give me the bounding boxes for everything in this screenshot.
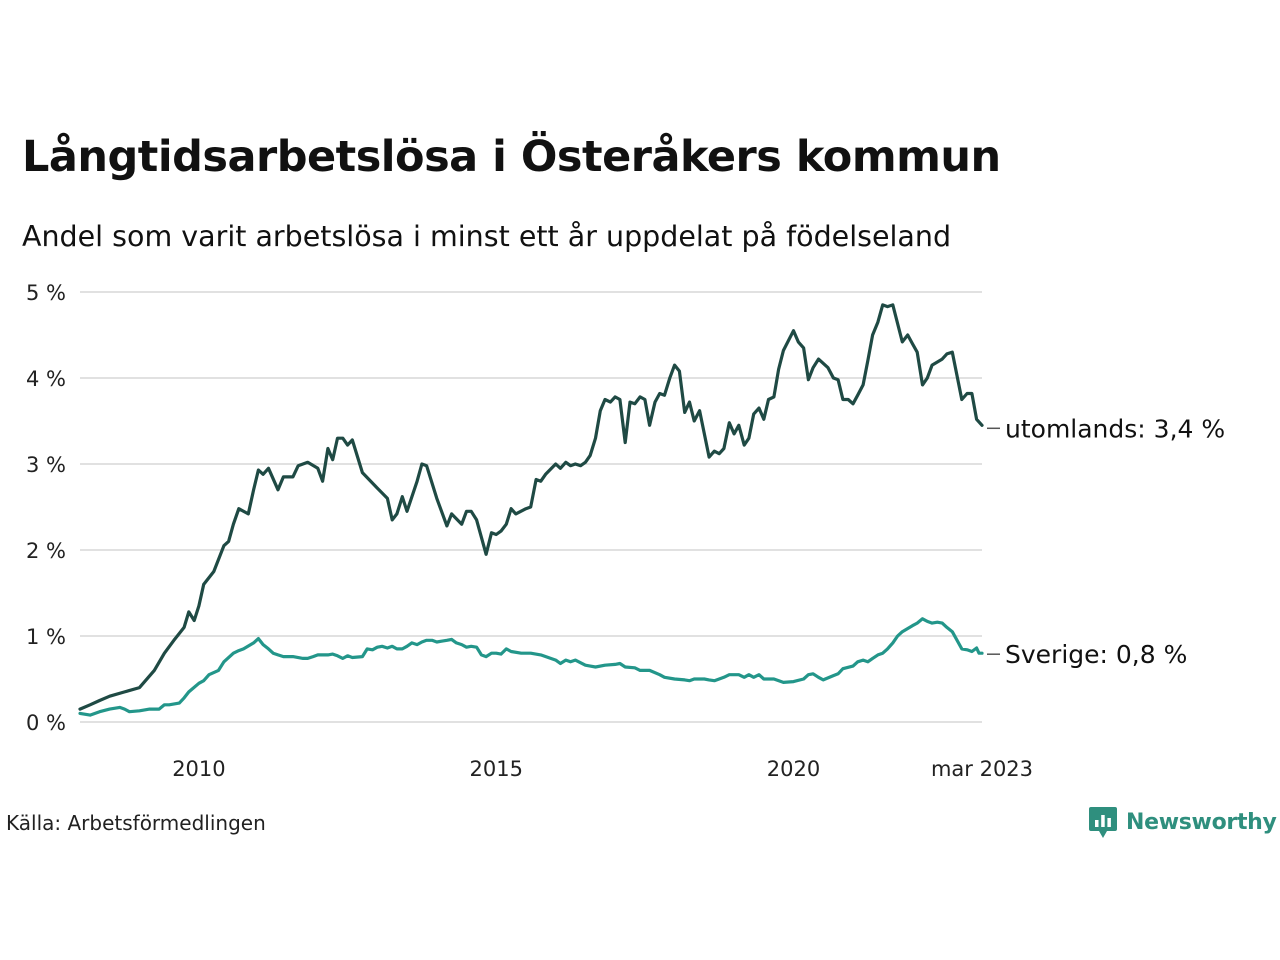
y-tick-label: 3 % [26, 453, 66, 477]
y-tick-label: 2 % [26, 539, 66, 563]
y-tick-label: 0 % [26, 711, 66, 735]
y-axis-tick-labels: 0 % 1 % 2 % 3 % 4 % 5 % [26, 281, 66, 735]
end-label-utomlands: utomlands: 3,4 % [1005, 414, 1225, 443]
y-gridlines [80, 291, 982, 723]
end-label-sverige: Sverige: 0,8 % [1005, 640, 1187, 669]
x-tick-label: 2015 [469, 757, 522, 781]
x-axis-tick-labels: 2010 2015 2020 mar 2023 [172, 757, 1033, 781]
series-line-sverige [78, 617, 984, 717]
x-tick-label: 2020 [767, 757, 820, 781]
series-lines [78, 303, 984, 717]
brand-name: Newsworthy [1126, 809, 1277, 835]
chart-title: Långtidsarbetslösa i Österåkers kommun [22, 132, 1001, 182]
line-chart: 0 %1 %2 %3 %4 %5 % 2010 2015 2020 mar 2023 … [26, 281, 1225, 781]
source-note: Källa: Arbetsförmedlingen [6, 811, 266, 835]
y-tick-label: 4 % [26, 367, 66, 391]
newsworthy-chart-bubble-icon [1089, 807, 1117, 838]
x-tick-label: mar 2023 [931, 757, 1033, 781]
series-line-utomlands [78, 303, 984, 711]
series-end-labels: utomlands: 3,4 % Sverige: 0,8 % [987, 414, 1225, 669]
brand-logo: Newsworthy [1088, 805, 1277, 839]
chart-subtitle: Andel som varit arbetslösa i minst ett å… [22, 220, 952, 253]
y-tick-label: 5 % [26, 281, 66, 305]
x-tick-label: 2010 [172, 757, 225, 781]
y-tick-label: 1 % [26, 625, 66, 649]
